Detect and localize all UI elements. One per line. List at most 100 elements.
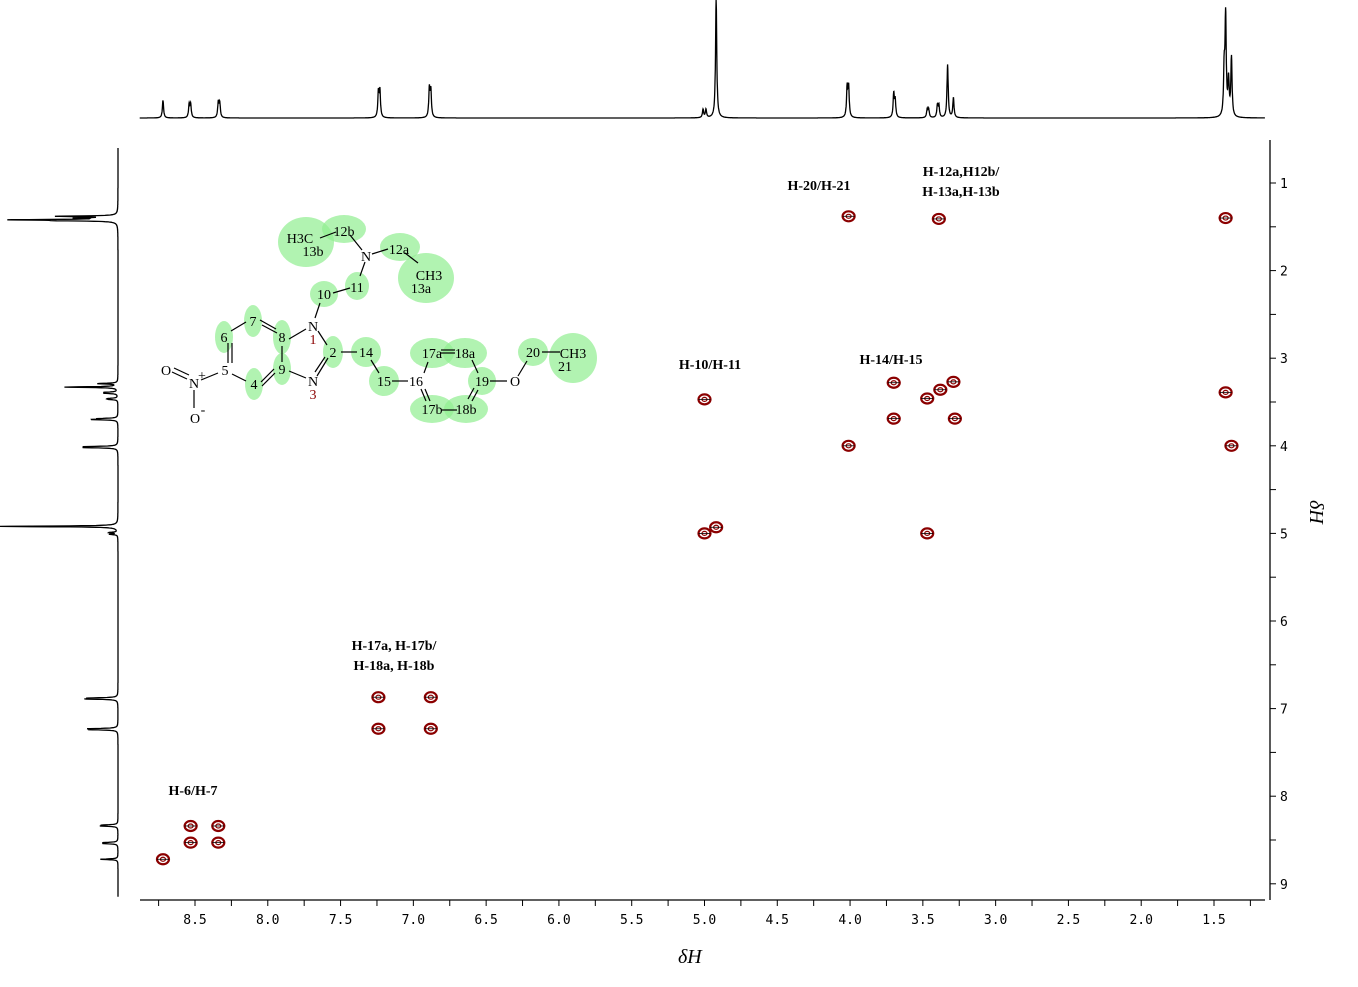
cross-peak [947, 412, 962, 425]
bond [423, 361, 429, 374]
cross-peak [423, 691, 438, 704]
cross-peak [931, 212, 946, 226]
highlight-ellipse [443, 338, 487, 368]
x-tick-label: 3.5 [911, 913, 934, 928]
peak-annotation: H-10/H-11 [679, 358, 741, 373]
atom-label: 12a [389, 243, 410, 258]
peak-annotation: H-20/H-21 [788, 179, 851, 194]
cross-peak [697, 393, 712, 406]
bond [467, 387, 475, 400]
bond [359, 261, 366, 277]
atom-label: N [361, 250, 371, 265]
bond [349, 234, 363, 251]
cross-peaks [155, 210, 1239, 866]
atom-label: 16 [409, 375, 423, 390]
x-tick-label: 3.0 [984, 913, 1007, 928]
x-tick-label: 5.0 [693, 913, 716, 928]
bond [259, 319, 277, 330]
atom-label: 13b [303, 245, 324, 260]
atom-label: O [190, 412, 200, 427]
cross-peak [1218, 211, 1233, 225]
x-tick-label: 8.0 [256, 913, 279, 928]
atom-label: 11 [350, 281, 363, 296]
cross-peak [946, 375, 961, 388]
bond [288, 370, 307, 379]
atom-label: 8 [279, 331, 286, 346]
bond [517, 360, 528, 377]
atom-label: 1 [310, 333, 317, 348]
atom-label: CH3 [416, 269, 442, 284]
highlight-ellipse [345, 272, 369, 300]
atom-label: 5 [222, 364, 229, 379]
x-tick-label: 7.0 [402, 913, 425, 928]
cross-peak [371, 691, 386, 704]
atom-label: O [161, 364, 171, 379]
bond [230, 321, 247, 332]
bond [471, 389, 479, 402]
peak-annotation: H-18a, H-18b [354, 659, 435, 674]
highlight-ellipse [369, 366, 399, 396]
atom-label: 12b [334, 225, 355, 240]
bond [171, 371, 188, 380]
left-spectrum-trace [0, 148, 119, 897]
y-tick-label: 8 [1280, 790, 1288, 805]
cross-peak [841, 210, 856, 223]
bond [231, 373, 247, 382]
atom-label: 18a [455, 347, 476, 362]
x-tick-label: 4.5 [766, 913, 789, 928]
bond [370, 359, 380, 374]
cross-peak [155, 853, 171, 866]
y-tick-label: 4 [1280, 440, 1288, 455]
cross-peak [371, 722, 386, 735]
y-tick-label: 1 [1280, 177, 1288, 192]
highlight-ellipse [444, 395, 488, 423]
x-tick-label: 6.5 [474, 913, 497, 928]
atom-label: CH3 [560, 347, 586, 362]
y-axis-label: δH [1305, 500, 1327, 525]
cross-peak [211, 819, 226, 833]
peak-annotation: H-17a, H-17b/ [352, 639, 438, 654]
atom-label: 15 [377, 375, 391, 390]
bond [404, 252, 419, 264]
bond [288, 328, 307, 340]
highlight-ellipse [273, 320, 291, 354]
highlight-ellipse [278, 217, 334, 267]
x-tick-label: 6.0 [547, 913, 570, 928]
atom-label: N [308, 320, 318, 335]
atom-label: 17a [422, 347, 443, 362]
atom-label: 20 [526, 346, 540, 361]
highlight-ellipse [351, 337, 381, 367]
annotations: H-6/H-7 H-17a, H-17b/H-18a, H-18b H-10/H-1… [169, 165, 1001, 799]
atom-label: 19 [475, 375, 489, 390]
atom-label: O [510, 375, 520, 390]
bond [314, 302, 321, 319]
atom-label: 4 [251, 378, 258, 393]
highlight-ellipse [518, 338, 548, 366]
atom-label: 9 [279, 363, 286, 378]
bond [424, 388, 431, 402]
highlight-ellipse [398, 253, 454, 303]
x-axis-label: δH [678, 946, 703, 968]
cross-peak [183, 836, 198, 849]
highlight-ellipse [322, 215, 366, 243]
atom-label: H3C [287, 232, 313, 247]
bond [317, 330, 328, 346]
x-tick-label: 7.5 [329, 913, 352, 928]
peak-annotation: H-13a,H-13b [922, 185, 1000, 200]
atom-label: 18b [456, 403, 477, 418]
x-tick-label: 1.5 [1202, 913, 1225, 928]
x-tick-label: 2.5 [1057, 913, 1080, 928]
x-tick-label: 4.0 [838, 913, 861, 928]
atom-label: 21 [558, 360, 572, 375]
highlight-ellipse [549, 333, 597, 383]
axes: 8.5 8.0 7.5 7.0 6.5 6.0 5.5 5.0 4.5 4.0 3.5 3.0 2.5 2… [140, 140, 1288, 928]
y-tick-label: 3 [1280, 352, 1288, 367]
highlight-ellipse [273, 353, 291, 385]
bond [471, 359, 479, 374]
cross-peak [886, 412, 901, 425]
bond [261, 372, 276, 387]
cross-peak [886, 376, 901, 389]
cross-peak [183, 819, 198, 833]
x-tick-label: 5.5 [620, 913, 643, 928]
